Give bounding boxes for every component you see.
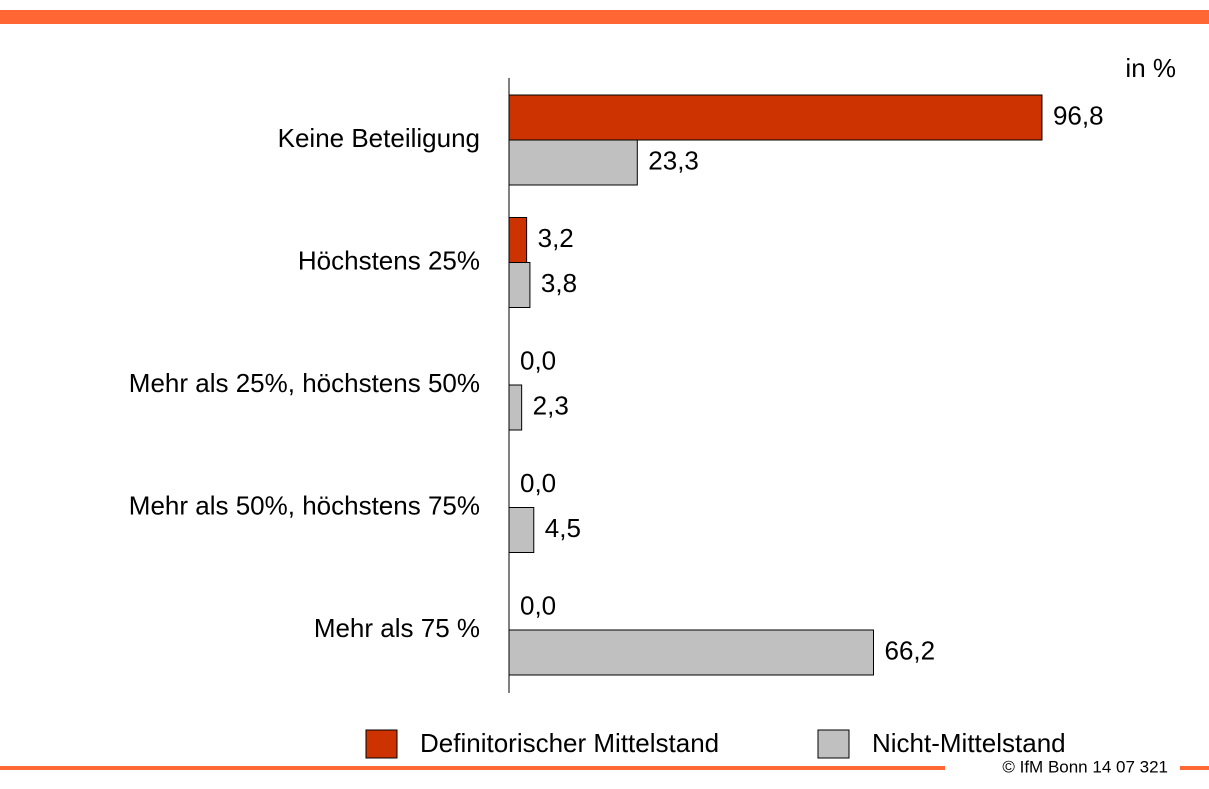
bar: [508, 384, 523, 431]
value-label: 0,0: [520, 345, 556, 375]
category-label: Mehr als 75 %: [314, 613, 480, 643]
bar: [508, 262, 531, 308]
bar: [508, 139, 638, 186]
legend-label: Nicht-Mittelstand: [872, 728, 1066, 758]
source: © IfM Bonn 14 07 321: [1002, 757, 1168, 776]
value-label: 0,0: [520, 468, 556, 498]
legend-swatch: [817, 729, 850, 759]
bar: [508, 94, 1043, 141]
value-label: 96,8: [1053, 100, 1104, 130]
value-label: 4,5: [545, 513, 581, 543]
legend-swatch: [365, 729, 398, 759]
legend-label: Definitorischer Mittelstand: [420, 728, 719, 758]
category-label: Höchstens 25%: [298, 245, 480, 275]
top-band: [0, 10, 1209, 24]
category-label: Mehr als 50%, höchstens 75%: [129, 490, 480, 520]
value-label: 2,3: [533, 390, 569, 420]
category-label: Mehr als 25%, höchstens 50%: [129, 368, 480, 398]
bar: [508, 629, 874, 676]
value-label: 0,0: [520, 590, 556, 620]
category-label: Keine Beteiligung: [278, 123, 480, 153]
value-label: 3,2: [538, 223, 574, 253]
bar: [508, 217, 528, 263]
unit-label: in %: [1125, 53, 1176, 83]
value-label: 23,3: [648, 145, 699, 175]
bar: [508, 507, 535, 553]
value-label: 3,8: [541, 268, 577, 298]
value-label: 66,2: [884, 635, 935, 665]
